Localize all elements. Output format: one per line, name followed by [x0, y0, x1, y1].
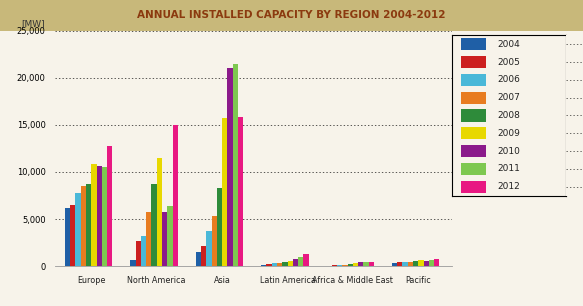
Bar: [97, 166, 102, 266]
Bar: [70, 205, 75, 266]
Bar: [369, 263, 374, 266]
Text: 2006: 2006: [497, 75, 520, 84]
Bar: [227, 68, 233, 266]
Bar: [201, 246, 206, 266]
Bar: [75, 193, 81, 266]
Bar: [461, 74, 486, 86]
Bar: [261, 265, 266, 266]
Bar: [212, 216, 217, 266]
Bar: [461, 91, 486, 104]
Text: ANNUAL INSTALLED CAPACITY BY REGION 2004-2012: ANNUAL INSTALLED CAPACITY BY REGION 2004…: [137, 10, 446, 20]
Bar: [86, 184, 92, 266]
Bar: [277, 263, 282, 266]
Bar: [102, 167, 107, 266]
Bar: [238, 117, 243, 266]
Bar: [287, 261, 293, 266]
Bar: [402, 263, 408, 266]
Text: 2005: 2005: [497, 58, 520, 66]
Bar: [461, 38, 486, 50]
Bar: [461, 127, 486, 139]
Bar: [429, 259, 434, 266]
Bar: [337, 265, 342, 266]
Text: 2012: 2012: [497, 182, 520, 191]
Bar: [167, 206, 173, 266]
Bar: [363, 262, 369, 266]
Bar: [146, 212, 152, 266]
Text: 2011: 2011: [497, 164, 520, 173]
Bar: [222, 118, 227, 266]
Bar: [408, 262, 413, 266]
Text: 2008: 2008: [497, 111, 520, 120]
Bar: [434, 259, 440, 266]
Bar: [424, 261, 429, 266]
Bar: [272, 263, 277, 266]
Bar: [303, 254, 308, 266]
Bar: [461, 163, 486, 175]
Bar: [392, 263, 397, 266]
Bar: [266, 264, 272, 266]
Bar: [353, 263, 358, 266]
Bar: [233, 64, 238, 266]
Bar: [461, 181, 486, 193]
Text: 2004: 2004: [497, 40, 520, 49]
Bar: [419, 259, 424, 266]
Bar: [81, 186, 86, 266]
Bar: [65, 208, 70, 266]
Bar: [92, 164, 97, 266]
Bar: [157, 158, 162, 266]
Text: 2010: 2010: [497, 147, 520, 155]
Bar: [206, 231, 212, 266]
Bar: [342, 265, 347, 266]
Bar: [358, 263, 363, 266]
Bar: [173, 125, 178, 266]
Bar: [347, 264, 353, 266]
Bar: [293, 259, 298, 266]
Bar: [152, 184, 157, 266]
Text: 2009: 2009: [497, 129, 520, 138]
Bar: [131, 259, 136, 266]
Text: [MW]: [MW]: [22, 19, 45, 28]
Bar: [298, 257, 303, 266]
Bar: [282, 263, 287, 266]
Bar: [196, 252, 201, 266]
Bar: [107, 146, 113, 266]
Bar: [217, 188, 222, 266]
Bar: [136, 241, 141, 266]
Bar: [332, 265, 337, 266]
Bar: [413, 261, 419, 266]
Bar: [141, 236, 146, 266]
Bar: [397, 263, 402, 266]
Bar: [461, 109, 486, 121]
Bar: [162, 212, 167, 266]
Bar: [461, 56, 486, 68]
Text: 2007: 2007: [497, 93, 520, 102]
Bar: [461, 145, 486, 157]
